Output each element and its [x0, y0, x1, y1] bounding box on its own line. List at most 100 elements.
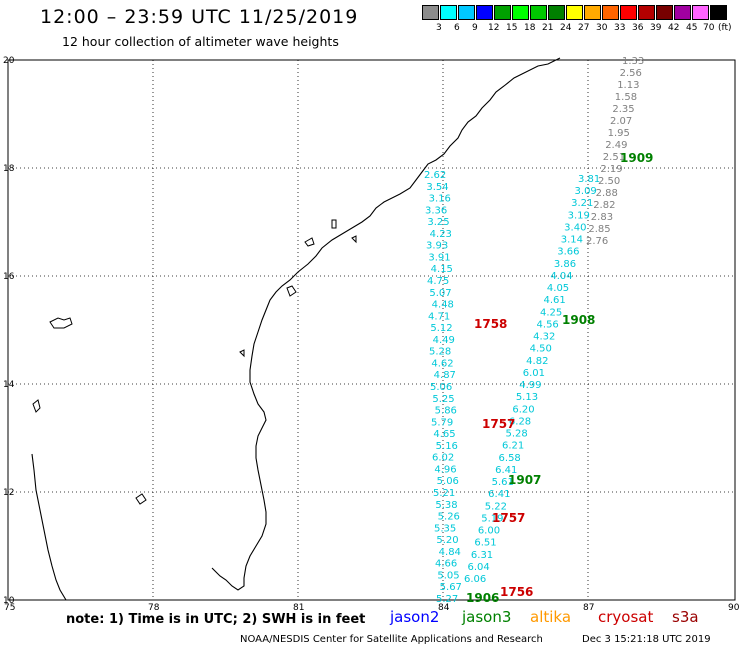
legend-label: 18: [524, 23, 536, 33]
wave-height-label: 5.07: [429, 288, 451, 299]
wave-height-label: 2.07: [610, 116, 632, 127]
wave-height-label: 4.56: [537, 319, 559, 330]
wave-height-label: 5.27: [436, 594, 458, 605]
wave-height-label: 6.31: [471, 550, 493, 561]
wave-height-label: 4.87: [434, 370, 456, 381]
wave-height-label: 6.20: [512, 404, 534, 415]
legend-swatch: [566, 5, 583, 20]
legend-label: 70: [703, 23, 715, 33]
wave-height-label: 1.58: [615, 92, 637, 103]
axis-labels: 75 78 81 84 87 90 10 12 14 16 18 20: [3, 56, 740, 613]
legend-swatch: [710, 5, 727, 20]
island: [32, 399, 41, 413]
wave-height-label: 2.51: [603, 152, 625, 163]
x-tick-label: 84: [438, 603, 450, 613]
map-frame: [7, 59, 736, 601]
coastline: [211, 57, 561, 591]
wave-height-label: 4.99: [519, 380, 541, 391]
wave-height-label: 3.81: [578, 174, 600, 185]
legend-swatch: [674, 5, 691, 20]
island: [239, 349, 245, 358]
y-tick-label: 20: [3, 56, 15, 66]
wave-height-label: 5.06: [437, 476, 459, 487]
wave-height-label: 5.22: [485, 501, 507, 512]
wave-height-label: 5.28: [505, 429, 527, 440]
wave-height-label: 5.21: [433, 488, 455, 499]
footnote: note: 1) Time is in UTC; 2) SWH is in fe…: [66, 612, 366, 627]
x-tick-label: 78: [148, 603, 160, 613]
x-tick-label: 90: [728, 603, 740, 613]
pass-time-label: 1907: [508, 473, 541, 487]
wave-height-label: 2.83: [591, 212, 613, 223]
wave-height-label: 2.76: [586, 236, 608, 247]
wave-height-label: 5.05: [437, 570, 459, 581]
wave-height-label: 4.50: [530, 344, 552, 355]
wave-height-label: 2.82: [593, 200, 615, 211]
wave-height-label: 5.61: [492, 477, 514, 488]
wave-height-label: 1.33: [622, 56, 644, 67]
wave-height-label: 3.36: [425, 205, 447, 216]
wave-height-label: 6.01: [523, 368, 545, 379]
wave-height-label: 2.85: [588, 224, 610, 235]
legend-swatch: [476, 5, 493, 20]
wave-height-label: 2.50: [598, 176, 620, 187]
wave-height-label: 2.49: [605, 140, 627, 151]
legend-label: 6: [454, 23, 460, 33]
wave-height-label: 6.58: [499, 453, 521, 464]
y-tick-label: 16: [3, 272, 15, 282]
pass-time-label: 1906: [466, 591, 499, 605]
wave-height-label: 4.66: [435, 559, 457, 570]
wave-height-label: 3.14: [561, 235, 583, 246]
wave-height-label: 6.04: [467, 562, 489, 573]
wave-height-label: 4.48: [432, 300, 454, 311]
legend-label: 39: [650, 23, 662, 33]
timestamp: Dec 3 15:21:18 UTC 2019: [582, 634, 711, 645]
wave-height-label: 4.61: [543, 295, 565, 306]
wave-height-label: 5.38: [435, 500, 457, 511]
legend-label: 9: [472, 23, 478, 33]
wave-height-label: 4.32: [533, 332, 555, 343]
wave-height-label: 4.71: [428, 311, 450, 322]
pass-time-label: 1758: [474, 317, 507, 331]
wave-height-label: 4.05: [547, 283, 569, 294]
legend-label: 27: [578, 23, 590, 33]
y-tick-label: 18: [3, 164, 15, 174]
island: [49, 317, 73, 329]
legend-swatch: [512, 5, 529, 20]
wave-height-label: 5.67: [440, 582, 462, 593]
legend-label: 3: [436, 23, 442, 33]
wave-height-label: 2.35: [612, 104, 634, 115]
legend-swatch: [548, 5, 565, 20]
pass-time-label: 1756: [500, 585, 533, 599]
wave-height-label: 5.86: [435, 406, 457, 417]
legend-swatch: [620, 5, 637, 20]
wave-height-label: 2.62: [424, 170, 446, 181]
legend-label: 36: [632, 23, 644, 33]
wave-height-label: 2.19: [600, 164, 622, 175]
legend-label: 12: [488, 23, 500, 33]
x-tick-label: 81: [293, 603, 304, 613]
wave-height-label: 6.41: [495, 465, 517, 476]
wave-height-label: 2.56: [620, 68, 642, 79]
legend-label: 15: [506, 23, 518, 33]
legend-label: 45: [686, 23, 698, 33]
wave-height-label: 4.75: [427, 276, 449, 287]
wave-height-label: 3.16: [429, 194, 451, 205]
island: [135, 493, 147, 505]
wave-height-label: 4.82: [526, 356, 548, 367]
wave-height-label: 6.28: [509, 416, 531, 427]
wave-height-label: 5.19: [481, 513, 503, 524]
wave-height-label: 1.13: [617, 80, 639, 91]
wave-height-label: 4.96: [434, 464, 456, 475]
wave-height-label: 5.79: [431, 417, 453, 428]
wave-height-label: 5.16: [436, 441, 458, 452]
wave-height-label: 5.35: [434, 523, 456, 534]
wave-height-label: 5.20: [436, 535, 458, 546]
wave-height-label: 4.04: [550, 271, 572, 282]
wave-height-label: 6.51: [474, 538, 496, 549]
wave-height-label: 6.00: [478, 526, 500, 537]
y-tick-label: 14: [3, 380, 15, 390]
coastline-west: [31, 453, 67, 601]
altimeter-tracks: 1.332.561.131.582.352.071.952.492.512.19…: [424, 56, 653, 605]
